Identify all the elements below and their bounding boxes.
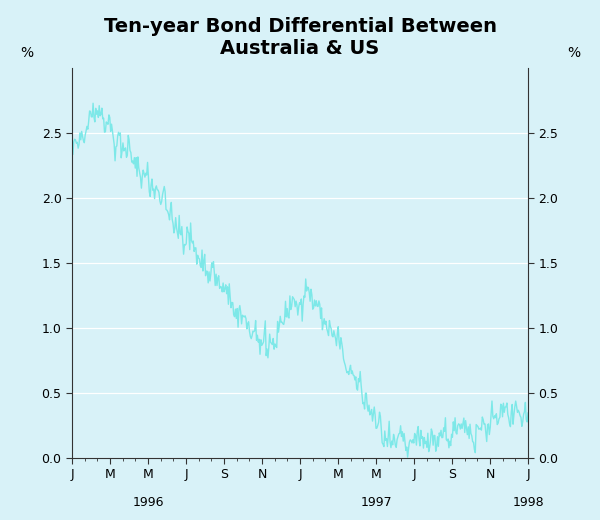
Text: 1998: 1998 [512,497,544,510]
Text: 1996: 1996 [132,497,164,510]
Text: %: % [567,46,580,60]
Title: Ten-year Bond Differential Between
Australia & US: Ten-year Bond Differential Between Austr… [104,17,497,58]
Text: 1997: 1997 [360,497,392,510]
Text: %: % [20,46,33,60]
